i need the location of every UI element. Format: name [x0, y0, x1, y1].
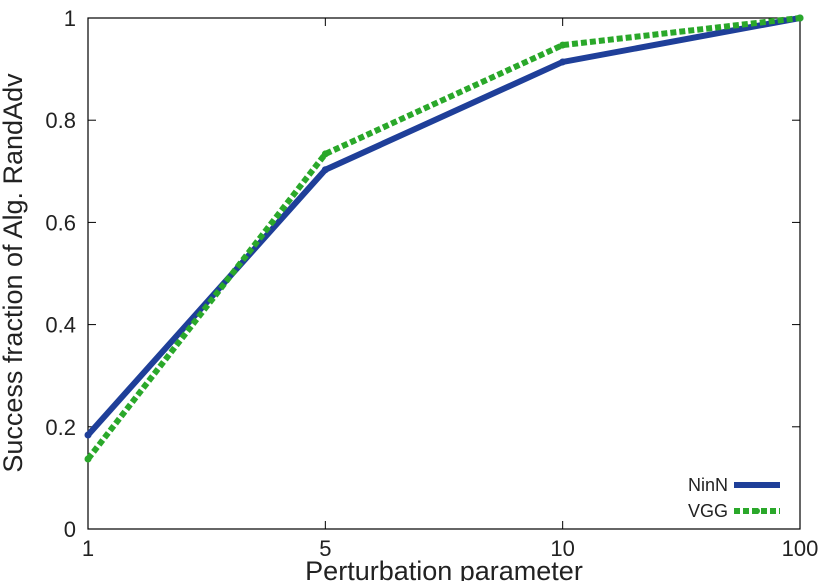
point: [84, 455, 92, 463]
point: [559, 58, 567, 66]
y-tick-label: 1: [64, 6, 76, 31]
point: [321, 150, 329, 158]
legend-label: NinN: [688, 475, 728, 495]
point: [84, 431, 92, 439]
plot-frame: [87, 17, 801, 530]
legend-point: [754, 508, 760, 514]
x-tick-label: 1: [82, 536, 94, 561]
y-tick-label: 0: [64, 517, 76, 542]
y-axis-label: Success fraction of Alg. RandAdv: [0, 73, 28, 473]
series-line: [85, 15, 801, 437]
point: [796, 14, 804, 22]
y-tick-label: 0.4: [45, 313, 76, 338]
y-tick-label: 0.6: [45, 210, 76, 235]
x-tick-label: 5: [319, 536, 331, 561]
series-line: [85, 15, 801, 461]
legend-point: [754, 482, 760, 488]
point: [559, 41, 567, 49]
legend-label: VGG: [688, 501, 728, 521]
x-tick-label: 10: [550, 536, 574, 561]
y-tick-label: 0.2: [45, 415, 76, 440]
point: [321, 166, 329, 174]
x-axis-label: Perturbation parameter: [305, 556, 583, 581]
x-tick-label: 100: [782, 536, 819, 561]
y-tick-label: 0.8: [45, 108, 76, 133]
